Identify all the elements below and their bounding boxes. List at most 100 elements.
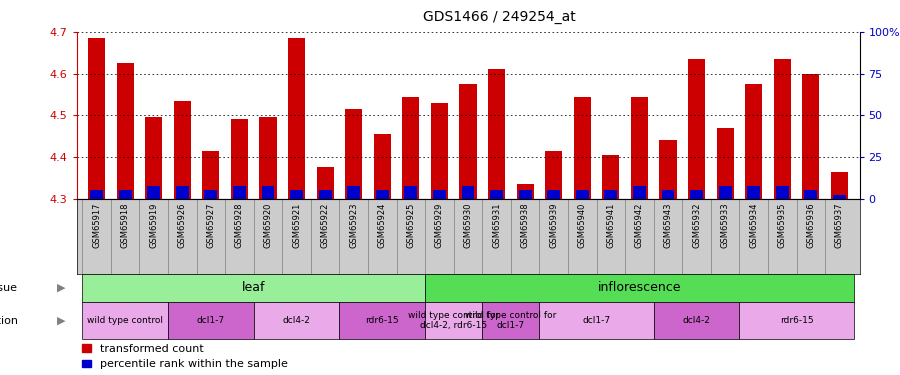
Bar <box>462 186 474 199</box>
Bar <box>347 186 360 199</box>
Text: wild type control for
dcl4-2, rdr6-15: wild type control for dcl4-2, rdr6-15 <box>408 311 500 330</box>
Bar <box>404 186 418 199</box>
Text: GSM65943: GSM65943 <box>663 202 672 248</box>
Bar <box>517 184 534 199</box>
Text: GSM65926: GSM65926 <box>177 202 186 248</box>
Text: GSM65917: GSM65917 <box>92 202 101 248</box>
Bar <box>88 38 105 199</box>
Text: GSM65922: GSM65922 <box>320 202 329 248</box>
Text: GSM65934: GSM65934 <box>750 202 759 248</box>
Text: GSM65920: GSM65920 <box>264 202 273 248</box>
Bar <box>518 190 532 199</box>
Text: ▶: ▶ <box>58 283 66 293</box>
Text: GSM65942: GSM65942 <box>635 202 644 248</box>
FancyBboxPatch shape <box>339 302 425 339</box>
Bar <box>230 120 248 199</box>
Text: GSM65939: GSM65939 <box>549 202 558 248</box>
Bar <box>233 186 246 199</box>
Text: GSM65930: GSM65930 <box>464 202 472 248</box>
Text: ▶: ▶ <box>58 316 66 326</box>
FancyBboxPatch shape <box>482 302 539 339</box>
Text: GSM65919: GSM65919 <box>149 202 158 248</box>
Text: GSM65936: GSM65936 <box>806 202 815 248</box>
Text: GSM65932: GSM65932 <box>692 202 701 248</box>
Bar <box>204 190 217 199</box>
Bar <box>633 186 646 199</box>
Bar <box>90 190 103 199</box>
Bar <box>776 186 788 199</box>
Text: inflorescence: inflorescence <box>598 281 681 294</box>
Bar <box>690 190 703 199</box>
FancyBboxPatch shape <box>82 302 168 339</box>
Text: GSM65935: GSM65935 <box>778 202 787 248</box>
Bar <box>148 186 160 199</box>
Bar <box>716 128 734 199</box>
Bar <box>119 190 131 199</box>
Text: genotype/variation: genotype/variation <box>0 316 18 326</box>
Bar <box>288 38 305 199</box>
Text: dcl4-2: dcl4-2 <box>283 316 310 325</box>
Text: GSM65933: GSM65933 <box>721 202 730 248</box>
Bar <box>376 190 389 199</box>
Bar <box>719 186 732 199</box>
Bar <box>745 84 762 199</box>
Bar <box>662 190 674 199</box>
Text: GSM65931: GSM65931 <box>492 202 501 248</box>
Text: GSM65925: GSM65925 <box>406 202 415 248</box>
Text: GSM65940: GSM65940 <box>578 202 587 248</box>
Bar <box>573 96 591 199</box>
Bar <box>176 186 189 199</box>
Text: dcl4-2: dcl4-2 <box>683 316 711 325</box>
Bar <box>259 117 276 199</box>
Bar <box>660 140 677 199</box>
FancyBboxPatch shape <box>82 274 425 302</box>
Text: GSM65923: GSM65923 <box>349 202 358 248</box>
Bar <box>116 63 134 199</box>
Bar <box>831 172 848 199</box>
Bar <box>431 103 448 199</box>
Bar <box>802 74 820 199</box>
Text: GSM65918: GSM65918 <box>121 202 130 248</box>
Text: GSM65927: GSM65927 <box>206 202 215 248</box>
Bar <box>459 84 477 199</box>
FancyBboxPatch shape <box>168 302 254 339</box>
Bar <box>805 190 817 199</box>
Text: GSM65929: GSM65929 <box>435 202 444 248</box>
Text: wild type control: wild type control <box>87 316 163 325</box>
Bar <box>491 190 503 199</box>
FancyBboxPatch shape <box>254 302 339 339</box>
Text: GSM65941: GSM65941 <box>607 202 616 248</box>
Text: leaf: leaf <box>242 281 266 294</box>
Bar <box>345 109 363 199</box>
Bar <box>145 117 162 199</box>
Bar <box>317 168 334 199</box>
Bar <box>545 151 562 199</box>
Bar <box>174 101 191 199</box>
Bar <box>290 190 303 199</box>
Bar <box>688 59 706 199</box>
Text: GSM65938: GSM65938 <box>521 202 530 248</box>
FancyBboxPatch shape <box>740 302 854 339</box>
Bar <box>747 186 760 199</box>
Bar <box>202 151 220 199</box>
Text: tissue: tissue <box>0 283 18 293</box>
Bar <box>547 190 560 199</box>
FancyBboxPatch shape <box>653 302 740 339</box>
Bar <box>833 195 846 199</box>
Bar <box>631 96 648 199</box>
Text: GSM65924: GSM65924 <box>378 202 387 248</box>
Bar <box>602 155 619 199</box>
Text: GSM65928: GSM65928 <box>235 202 244 248</box>
FancyBboxPatch shape <box>425 302 482 339</box>
Text: GDS1466 / 249254_at: GDS1466 / 249254_at <box>423 10 576 24</box>
Text: rdr6-15: rdr6-15 <box>365 316 399 325</box>
Bar <box>433 190 446 199</box>
Bar <box>402 96 419 199</box>
Text: wild type control for
dcl1-7: wild type control for dcl1-7 <box>465 311 556 330</box>
Bar <box>488 69 505 199</box>
Legend: transformed count, percentile rank within the sample: transformed count, percentile rank withi… <box>82 344 288 369</box>
Bar <box>576 190 589 199</box>
Bar <box>262 186 274 199</box>
Bar <box>605 190 617 199</box>
FancyBboxPatch shape <box>425 274 854 302</box>
